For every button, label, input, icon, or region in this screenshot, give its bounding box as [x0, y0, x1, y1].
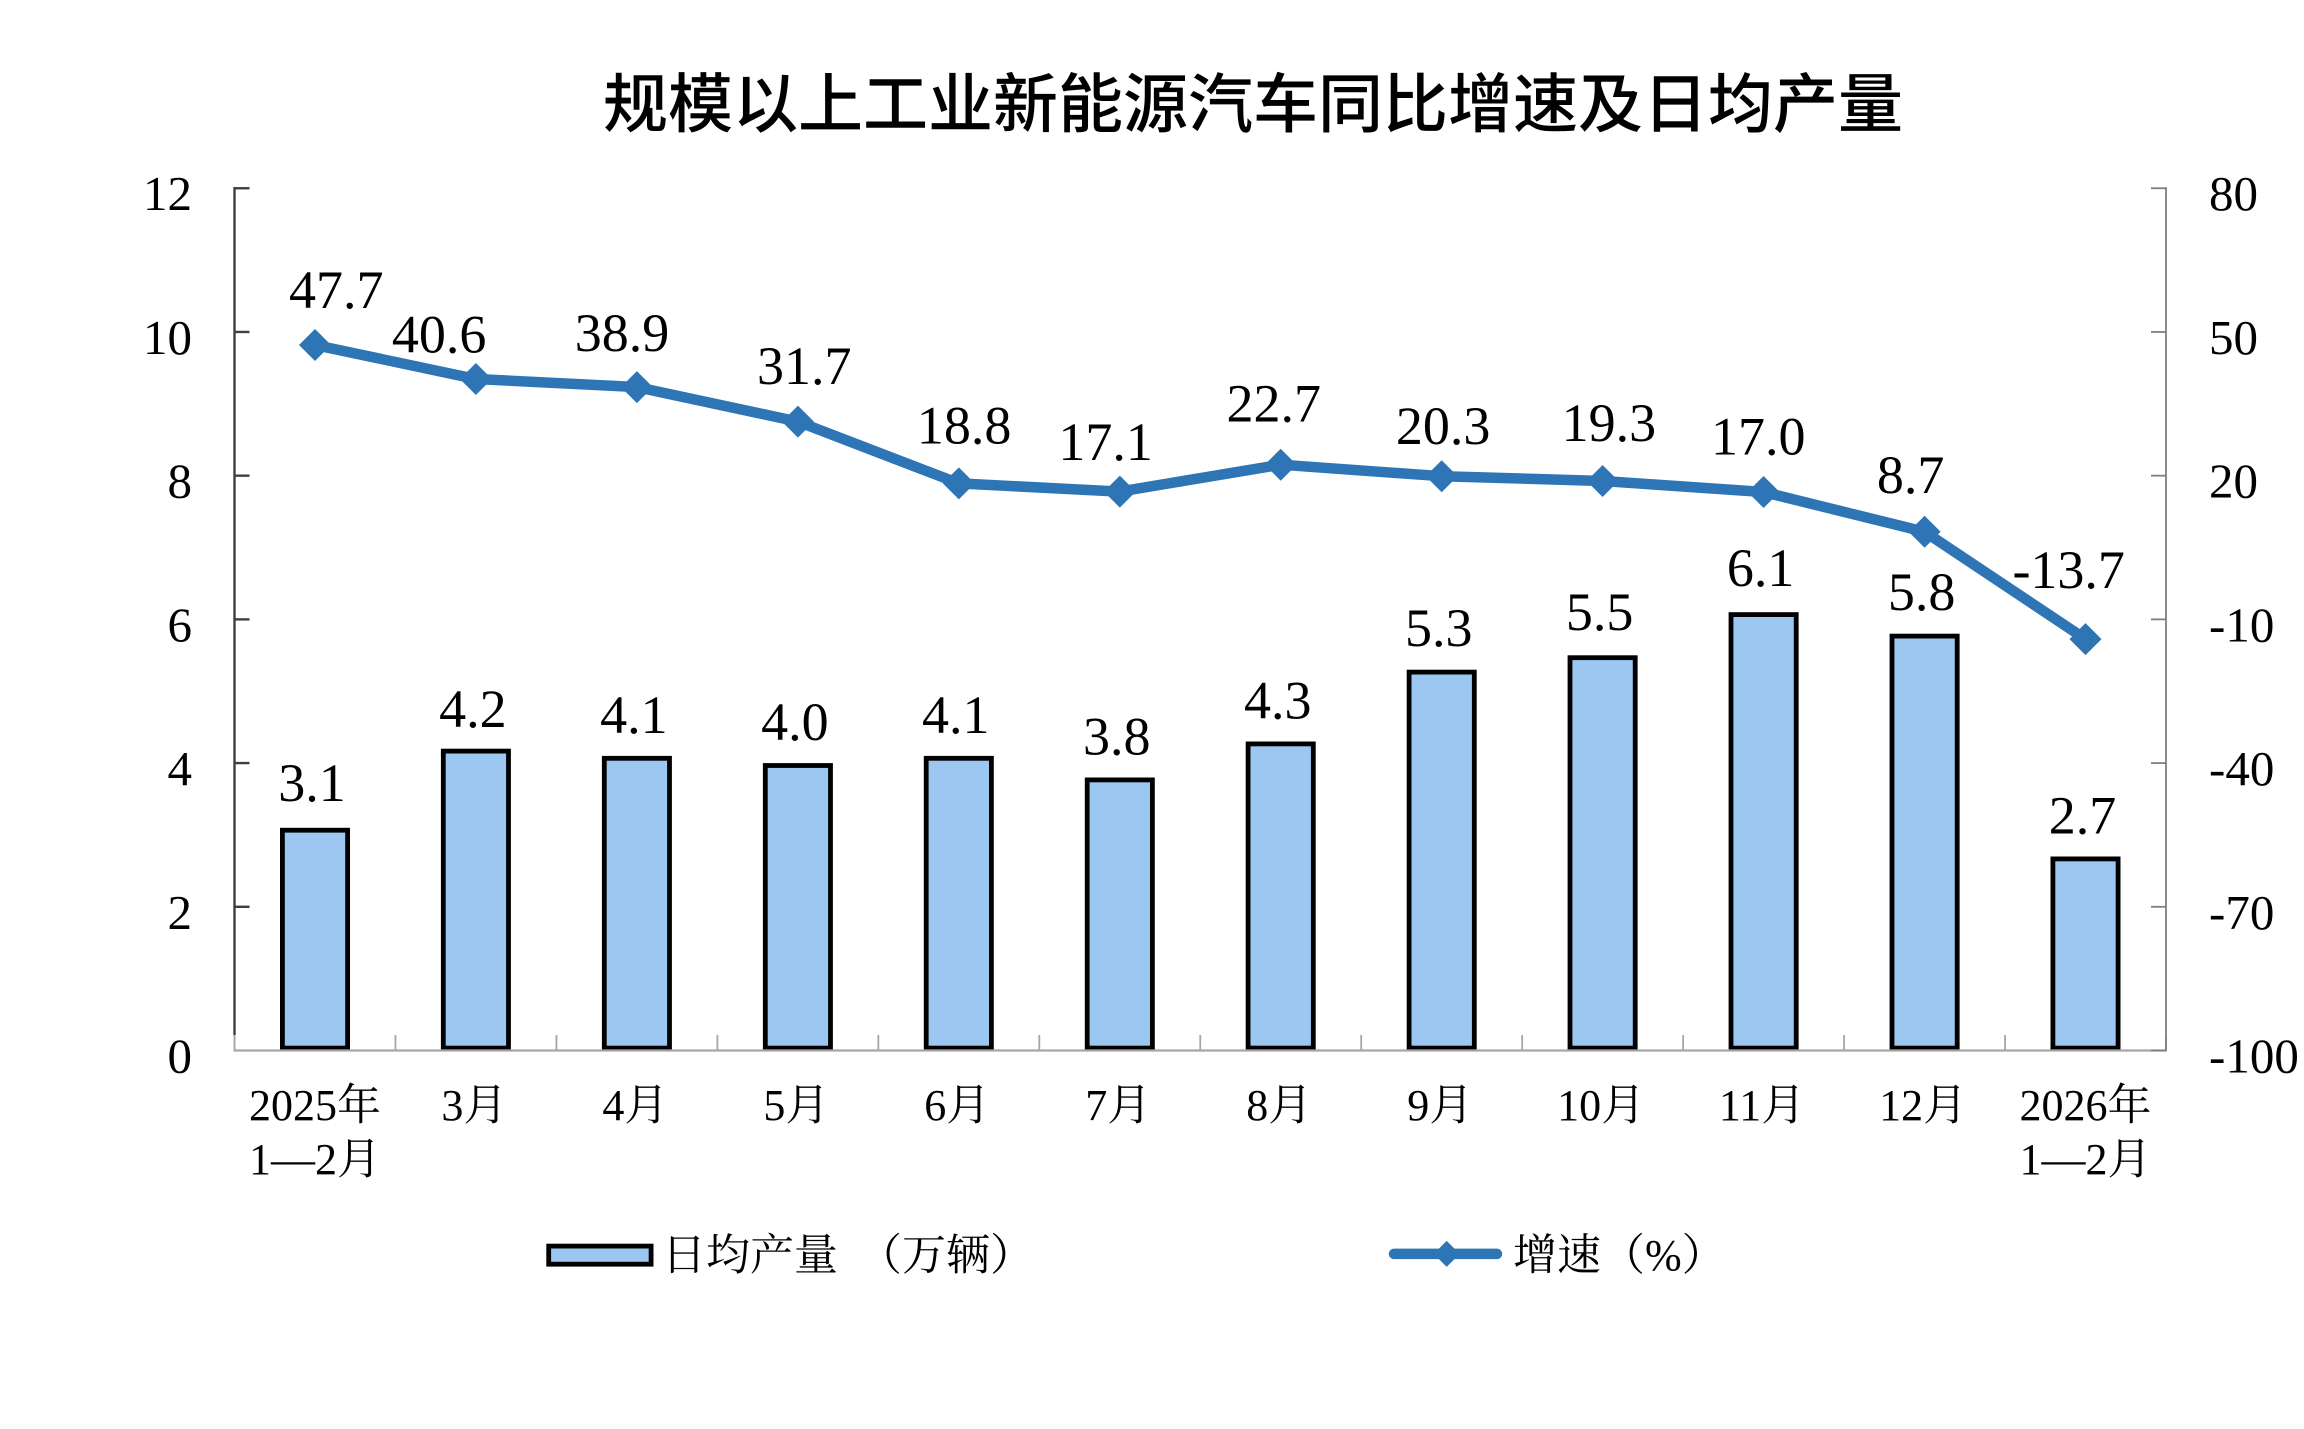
svg-text:-40: -40: [2209, 741, 2274, 796]
svg-text:2: 2: [168, 885, 193, 940]
svg-text:3月: 3月: [441, 1081, 507, 1130]
svg-text:规模以上工业新能源汽车同比增速及日均产量: 规模以上工业新能源汽车同比增速及日均产量: [603, 52, 1903, 146]
svg-text:4.0: 4.0: [761, 692, 829, 752]
svg-text:5.3: 5.3: [1405, 598, 1473, 658]
svg-text:47.7: 47.7: [289, 260, 384, 320]
svg-text:2025年: 2025年: [249, 1081, 381, 1130]
svg-text:6月: 6月: [924, 1081, 990, 1130]
svg-text:日均产量: 日均产量: [662, 1231, 838, 1280]
svg-text:80: 80: [2209, 166, 2258, 221]
svg-text:5.8: 5.8: [1888, 562, 1956, 622]
svg-text:2.7: 2.7: [2049, 786, 2117, 846]
svg-text:19.3: 19.3: [1562, 393, 1657, 453]
svg-text:20.3: 20.3: [1396, 396, 1491, 456]
svg-text:11月: 11月: [1719, 1081, 1805, 1130]
svg-text:38.9: 38.9: [575, 303, 670, 363]
svg-text:4.1: 4.1: [922, 685, 990, 745]
svg-text:8.7: 8.7: [1877, 445, 1945, 505]
svg-text:17.1: 17.1: [1058, 412, 1153, 472]
svg-text:8: 8: [168, 454, 193, 509]
svg-text:1—2月: 1—2月: [2020, 1135, 2152, 1184]
svg-text:5.5: 5.5: [1566, 582, 1634, 642]
svg-text:50: 50: [2209, 310, 2258, 365]
svg-text:4.3: 4.3: [1244, 671, 1312, 731]
svg-text:12月: 12月: [1879, 1081, 1967, 1130]
svg-text:8月: 8月: [1246, 1081, 1312, 1130]
svg-text:-13.7: -13.7: [2012, 540, 2124, 600]
svg-text:9月: 9月: [1407, 1081, 1473, 1130]
svg-text:-100: -100: [2209, 1029, 2299, 1084]
svg-text:3.8: 3.8: [1083, 707, 1151, 767]
svg-text:20: 20: [2209, 454, 2258, 509]
svg-text:18.8: 18.8: [917, 395, 1012, 455]
svg-text:40.6: 40.6: [392, 305, 487, 365]
svg-text:增速（%）: 增速（%）: [1513, 1231, 1726, 1280]
svg-text:4.2: 4.2: [439, 679, 507, 739]
svg-text:10月: 10月: [1557, 1081, 1645, 1130]
svg-text:7月: 7月: [1085, 1081, 1151, 1130]
svg-text:6.1: 6.1: [1727, 538, 1795, 598]
svg-text:-10: -10: [2209, 597, 2274, 652]
svg-text:12: 12: [143, 166, 192, 221]
svg-text:（万辆）: （万辆）: [858, 1231, 1034, 1280]
svg-text:31.7: 31.7: [757, 336, 852, 396]
svg-text:3.1: 3.1: [278, 753, 346, 813]
svg-text:4: 4: [168, 741, 193, 796]
svg-text:0: 0: [168, 1029, 193, 1084]
svg-text:1—2月: 1—2月: [249, 1135, 381, 1184]
svg-text:4月: 4月: [602, 1081, 668, 1130]
svg-text:5月: 5月: [763, 1081, 829, 1130]
svg-text:2026年: 2026年: [2020, 1081, 2152, 1130]
svg-text:4.1: 4.1: [600, 685, 668, 745]
svg-text:-70: -70: [2209, 885, 2274, 940]
svg-text:17.0: 17.0: [1711, 407, 1806, 467]
svg-text:10: 10: [143, 310, 192, 365]
svg-text:22.7: 22.7: [1227, 374, 1322, 434]
svg-text:6: 6: [168, 597, 193, 652]
